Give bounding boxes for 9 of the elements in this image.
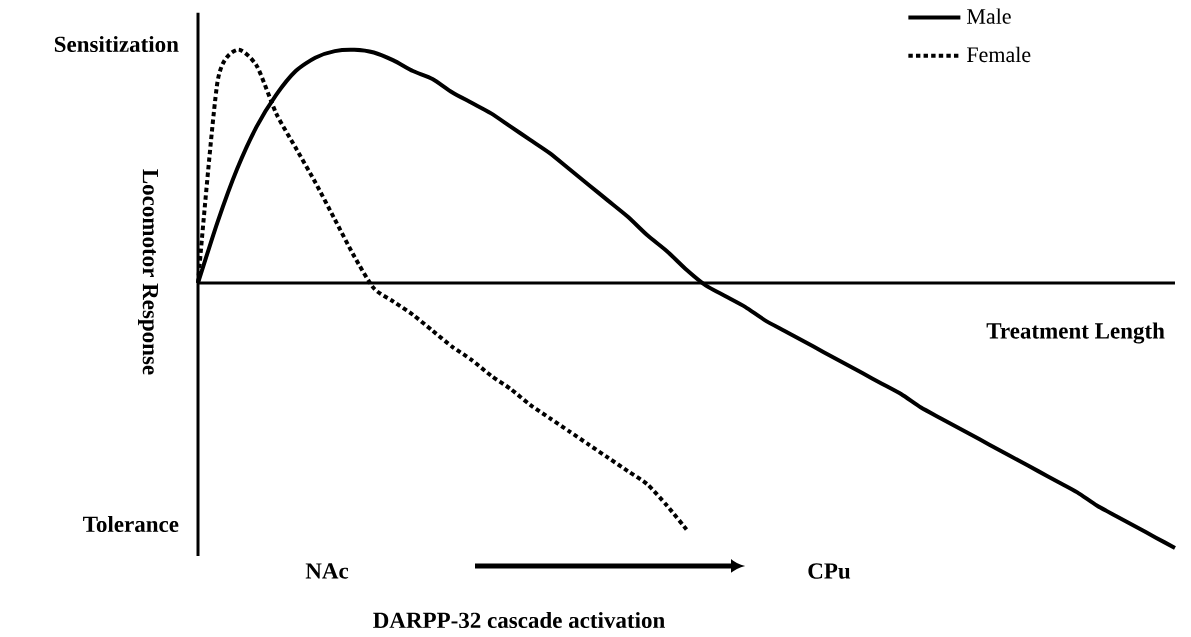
text: CPu xyxy=(808,563,851,579)
y-axis-title: Locomotor Response xyxy=(138,169,158,375)
text: NAc xyxy=(305,563,349,579)
text: Tolerance xyxy=(83,515,179,533)
text: Sensitization xyxy=(54,35,179,53)
text: DARPP-32 cascade activation xyxy=(373,611,665,629)
legend-label: Male xyxy=(967,8,1011,24)
x-axis-title: Treatment Length xyxy=(986,322,1165,344)
legend-label: Female xyxy=(967,46,1031,63)
